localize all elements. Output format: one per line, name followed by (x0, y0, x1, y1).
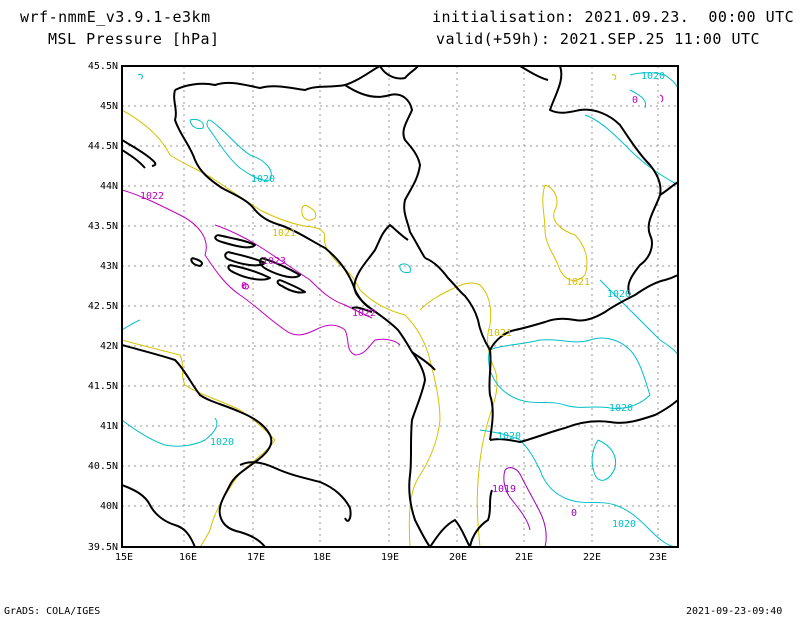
lon-label: 21E (515, 552, 533, 563)
lon-label: 15E (115, 552, 133, 563)
contour-label: 0 (571, 508, 577, 519)
isobar-1022 (122, 94, 664, 356)
contour-label: 1020 (210, 437, 234, 448)
isobar-1020 (122, 72, 678, 547)
init-time: initialisation: 2021.09.23. 00:00 UTC (432, 8, 795, 26)
contour-label: 1021 (566, 277, 590, 288)
contour-label: 1020 (251, 174, 275, 185)
map-canvas: 45.5N 45N 44.5N 44N 43.5N 43N 42.5N 42N … (88, 61, 679, 563)
contour-label: 0 (632, 95, 638, 106)
lat-axis: 45.5N 45N 44.5N 44N 43.5N 43N 42.5N 42N … (88, 61, 118, 553)
lat-label: 45N (100, 101, 118, 112)
contour-label: 1019 (492, 484, 516, 495)
lon-label: 23E (649, 552, 667, 563)
footer-credit: GrADS: COLA/IGES (4, 606, 101, 617)
lon-axis: 15E 16E 17E 18E 19E 20E 21E 22E 23E (115, 552, 667, 563)
lat-label: 42.5N (88, 301, 118, 312)
lat-label: 44.5N (88, 141, 118, 152)
footer-timestamp: 2021-09-23-09:40 (686, 606, 783, 617)
contour-label: 1021 (272, 228, 296, 239)
lat-label: 40.5N (88, 461, 118, 472)
lat-label: 42N (100, 341, 118, 352)
lat-label: 45.5N (88, 61, 118, 72)
contour-labels: 1020 1020 1022 1021 1023 1021 1020 1022 … (140, 71, 665, 530)
map-frame (121, 65, 679, 548)
lon-label: 22E (583, 552, 601, 563)
grid-lines (122, 66, 678, 547)
lon-label: 18E (313, 552, 331, 563)
valid-time: valid(+59h): 2021.SEP.25 11:00 UTC (436, 30, 761, 48)
contour-label: 1022 (140, 191, 164, 202)
contour-label: 1022 (352, 308, 376, 319)
lat-label: 39.5N (88, 542, 118, 553)
contour-label: 1023 (262, 256, 286, 267)
field-title: MSL Pressure [hPa] (48, 30, 220, 48)
coastlines-borders (122, 66, 678, 547)
contour-label: 1020 (609, 403, 633, 414)
lon-label: 16E (179, 552, 197, 563)
contour-label: 1020 (497, 431, 521, 442)
lon-label: 20E (449, 552, 467, 563)
contour-label: 0 (241, 281, 247, 292)
lat-label: 43N (100, 261, 118, 272)
lat-label: 43.5N (88, 221, 118, 232)
lat-label: 41N (100, 421, 118, 432)
lat-label: 40N (100, 501, 118, 512)
model-title: wrf-nmmE_v3.9.1-e3km (20, 8, 211, 26)
isobar-1019 (503, 467, 547, 547)
lon-label: 17E (247, 552, 265, 563)
lat-label: 44N (100, 181, 118, 192)
contour-label: 1020 (641, 71, 665, 82)
contour-label: 1020 (612, 519, 636, 530)
contour-label: 1020 (607, 289, 631, 300)
lon-label: 19E (381, 552, 399, 563)
contour-label: 1021 (488, 328, 512, 339)
lat-label: 41.5N (88, 381, 118, 392)
